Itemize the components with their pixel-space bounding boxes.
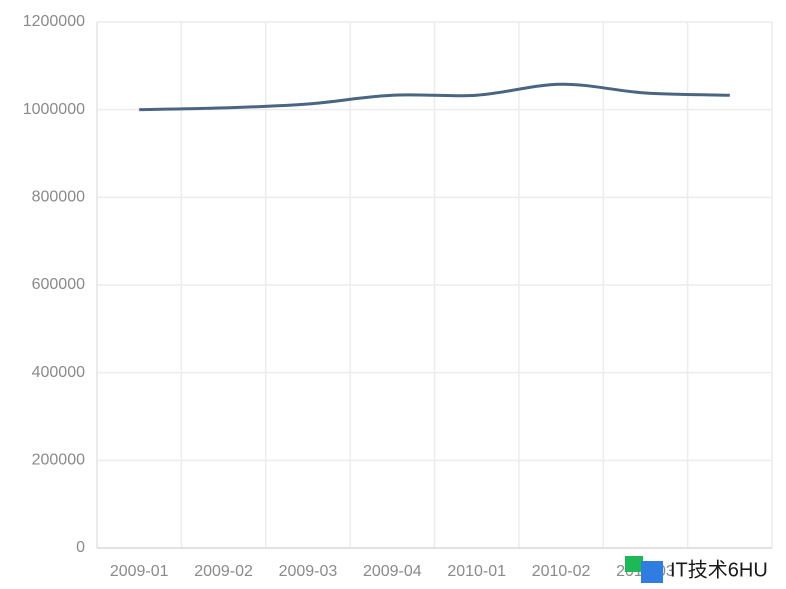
y-tick-label: 400000	[32, 364, 85, 381]
y-tick-label: 800000	[32, 189, 85, 206]
y-tick-label: 0	[76, 539, 85, 556]
y-tick-label: 200000	[32, 452, 85, 469]
y-tick-label: 1200000	[23, 13, 85, 30]
y-tick-label: 1000000	[23, 101, 85, 118]
watermark-text: IT技术6HU	[670, 558, 768, 581]
line	[139, 82, 730, 112]
watermark-icon	[625, 556, 643, 572]
y-tick-label: 600000	[32, 276, 85, 293]
watermark-icon	[641, 561, 663, 583]
x-tick-label: 2009-04	[363, 563, 422, 580]
x-tick-label: 2009-02	[194, 563, 253, 580]
x-tick-label: 2009-03	[279, 563, 338, 580]
x-tick-label: 2010-01	[447, 563, 506, 580]
watermark: IT技术6HU	[625, 556, 768, 583]
x-tick-label: 2009-01	[110, 563, 169, 580]
x-tick-label: 2010-02	[532, 563, 591, 580]
